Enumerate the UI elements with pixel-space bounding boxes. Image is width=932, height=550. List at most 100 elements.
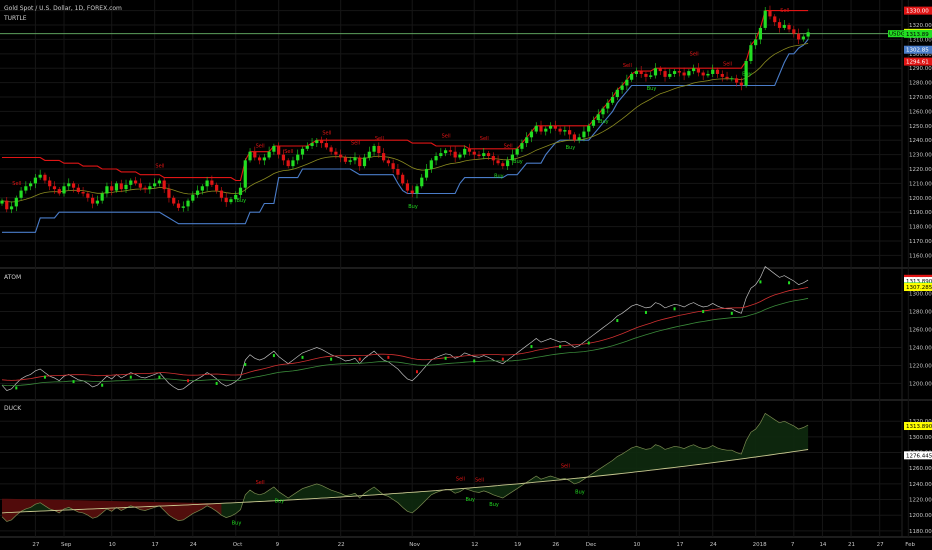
candle-body xyxy=(677,71,681,73)
candle-body xyxy=(281,154,286,161)
buy-signal-label: Buy xyxy=(647,86,657,92)
candle-body xyxy=(587,125,591,132)
atom-buy-marker xyxy=(644,310,647,314)
atom-upper-line xyxy=(1,287,809,381)
candle-body xyxy=(353,157,357,161)
atom-buy-marker xyxy=(616,319,619,323)
turtle-y-tick-label: 1260.00 xyxy=(909,109,932,115)
candle-body xyxy=(415,186,419,194)
candle-body xyxy=(782,25,786,28)
turtle-y-tick-label: 1250.00 xyxy=(909,124,932,130)
candle-body xyxy=(634,71,639,74)
candle-body xyxy=(491,156,495,161)
candle-body xyxy=(644,73,648,77)
x-tick-label: 14 xyxy=(819,542,826,548)
candle-body xyxy=(224,197,228,203)
candle-body xyxy=(749,45,753,62)
candle-body xyxy=(48,180,52,187)
x-tick-label: 10 xyxy=(633,542,640,548)
candle-body xyxy=(76,187,80,193)
candle-body xyxy=(114,183,119,191)
candle-body xyxy=(382,153,386,161)
x-tick-label: 9 xyxy=(276,542,280,548)
candle-body xyxy=(439,153,443,157)
buy-signal-label: Buy xyxy=(494,174,504,180)
x-tick-label: Feb xyxy=(905,542,915,548)
atom-buy-marker xyxy=(244,363,247,367)
candle-body xyxy=(129,180,133,185)
candle-body xyxy=(219,190,224,198)
buy-signal-label: Buy xyxy=(599,119,609,125)
duck-buy-signal-label: Buy xyxy=(465,497,475,503)
atom-buy-marker xyxy=(301,355,304,359)
buy-signal-label: Buy xyxy=(513,159,523,165)
atom-price-tag xyxy=(904,283,932,292)
candle-body xyxy=(38,174,42,178)
candle-body xyxy=(806,32,810,37)
x-tick-label: 22 xyxy=(338,542,345,548)
x-tick-label: 27 xyxy=(32,542,39,548)
candle-body xyxy=(463,148,467,155)
candle-body xyxy=(9,206,14,210)
atom-buy-marker xyxy=(158,375,161,379)
atom-buy-marker xyxy=(530,345,533,349)
candle-body xyxy=(496,160,500,164)
candle-body xyxy=(568,130,572,135)
candle-body xyxy=(777,22,782,28)
candle-body xyxy=(14,197,18,207)
candle-body xyxy=(715,69,720,74)
candle-body xyxy=(305,145,309,149)
candle-body xyxy=(572,134,576,141)
candle-body xyxy=(467,148,472,152)
candle-body xyxy=(520,143,524,149)
candle-body xyxy=(787,25,791,30)
candle-body xyxy=(525,137,529,144)
candle-body xyxy=(434,156,438,161)
turtle-price-tag-label: 1313.89 xyxy=(906,32,929,38)
candle-body xyxy=(238,187,243,195)
atom-buy-marker xyxy=(759,280,762,284)
candle-body xyxy=(458,154,462,158)
candle-body xyxy=(486,153,491,157)
turtle-y-tick-label: 1200.00 xyxy=(909,196,932,202)
candle-body xyxy=(157,180,162,184)
axis-layer: 1160.00 1170.00 1180.00 1190.00 1200.00 1210.… xyxy=(32,6,932,548)
atom-price-tag xyxy=(904,277,932,286)
sell-signal-label: Sell xyxy=(623,63,632,69)
x-tick-label: 21 xyxy=(848,542,855,548)
candle-body xyxy=(277,145,281,155)
candle-body xyxy=(133,180,138,184)
turtle-price-tag-label: 1330.00 xyxy=(906,9,929,15)
candle-body xyxy=(43,174,47,181)
candle-body xyxy=(343,157,348,162)
candle-body xyxy=(253,151,257,158)
candle-body xyxy=(243,160,247,188)
turtle-y-tick-label: 1190.00 xyxy=(909,210,932,216)
candle-body xyxy=(668,73,672,77)
candle-body xyxy=(210,180,214,185)
candle-body xyxy=(801,36,805,40)
sell-signal-label: Sell xyxy=(480,136,489,142)
x-tick-label: Nov xyxy=(409,542,420,548)
candle-body xyxy=(577,137,581,141)
sell-signal-label: Sell xyxy=(690,51,699,57)
candle-body xyxy=(19,190,23,198)
sell-signal-label: Sell xyxy=(442,133,451,139)
candle-body xyxy=(176,203,181,208)
candle-body xyxy=(701,72,705,76)
turtle-price-tag xyxy=(904,57,932,66)
candle-body xyxy=(358,157,362,167)
candle-body xyxy=(334,151,338,155)
candle-body xyxy=(711,69,715,74)
candle-body xyxy=(348,160,352,162)
candle-body xyxy=(734,78,739,83)
duck-buy-signal-label: Buy xyxy=(275,499,285,505)
candle-body xyxy=(267,151,271,158)
x-tick-label: 17 xyxy=(676,542,683,548)
candle-body xyxy=(91,197,95,204)
candle-body xyxy=(186,200,190,207)
duck-price-tag-label: 1276.4455 xyxy=(906,453,932,459)
candle-body xyxy=(739,82,743,86)
duck-y-tick-label: 1260.0000 xyxy=(909,466,932,472)
